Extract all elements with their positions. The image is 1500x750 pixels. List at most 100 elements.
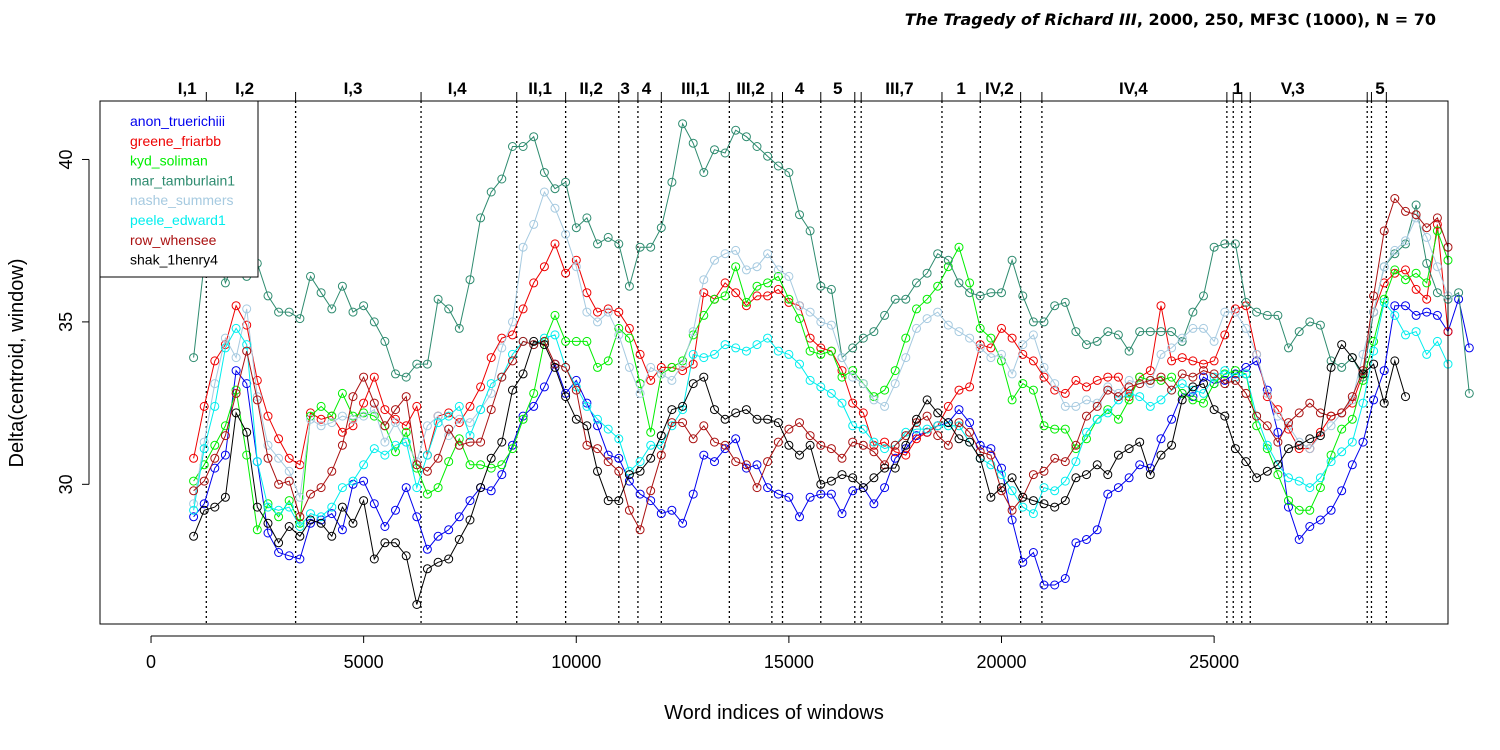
data-point: [795, 418, 804, 428]
data-point: [986, 492, 996, 502]
data-point: [401, 483, 411, 493]
data-point: [1390, 194, 1400, 203]
data-point: [1337, 486, 1347, 496]
data-point: [752, 281, 762, 291]
data-point: [189, 531, 199, 541]
data-point: [550, 184, 560, 194]
x-axis-label: Word indices of windows: [664, 702, 884, 724]
data-point: [710, 437, 719, 447]
data-point: [688, 349, 698, 359]
data-point: [401, 427, 411, 437]
data-point: [1326, 421, 1336, 431]
data-point: [1369, 359, 1379, 369]
data-point: [476, 437, 486, 447]
data-point: [1188, 385, 1198, 395]
data-point: [1103, 327, 1113, 337]
data-point: [763, 414, 773, 424]
data-point: [922, 395, 932, 405]
data-point: [1156, 434, 1166, 444]
data-point: [1347, 353, 1357, 363]
data-point: [476, 405, 486, 415]
data-point: [1273, 411, 1283, 421]
data-point: [1167, 343, 1177, 353]
data-point: [369, 317, 379, 327]
series-peele_edward1: [189, 297, 1453, 531]
data-point: [1039, 317, 1049, 327]
data-point: [614, 330, 624, 340]
data-point: [720, 249, 730, 259]
data-point: [752, 340, 762, 350]
data-point: [975, 343, 985, 353]
data-point: [773, 284, 783, 294]
data-point: [1018, 557, 1028, 567]
data-point: [603, 496, 613, 506]
data-point: [391, 418, 400, 428]
data-point: [1145, 375, 1155, 385]
data-point: [1039, 466, 1049, 476]
data-point: [1230, 375, 1240, 385]
data-point: [1135, 327, 1145, 337]
data-point: [1284, 343, 1293, 353]
data-point: [284, 551, 294, 561]
legend-entry: mar_tamburlain1: [130, 172, 235, 188]
data-point: [1252, 307, 1262, 317]
data-point: [773, 346, 783, 356]
data-point: [943, 401, 953, 411]
data-point: [858, 408, 868, 418]
data-point: [380, 336, 390, 346]
data-point: [741, 463, 751, 473]
data-point: [1145, 401, 1155, 411]
data-point: [1401, 206, 1410, 216]
data-point: [965, 418, 975, 428]
data-point: [422, 544, 432, 554]
data-point: [1028, 385, 1038, 395]
data-point: [1401, 392, 1410, 402]
data-point: [848, 486, 858, 496]
data-point: [1422, 278, 1432, 288]
data-point: [1177, 369, 1187, 379]
data-point: [901, 353, 911, 363]
data-point: [816, 317, 826, 327]
legend-box: [99, 100, 259, 278]
data-point: [933, 249, 943, 259]
data-point: [763, 291, 773, 301]
data-point: [529, 340, 539, 350]
data-point: [412, 457, 422, 467]
data-point: [1103, 405, 1113, 415]
data-point: [997, 349, 1006, 359]
data-point: [826, 444, 836, 454]
data-point: [274, 479, 284, 489]
data-point: [965, 382, 975, 392]
data-point: [954, 405, 964, 415]
data-point: [1071, 401, 1081, 411]
data-point: [1018, 502, 1028, 512]
data-point: [699, 450, 709, 460]
data-point: [869, 447, 879, 457]
data-point: [1252, 356, 1262, 366]
data-point: [1188, 392, 1198, 402]
data-point: [189, 453, 199, 463]
data-point: [571, 223, 581, 233]
data-point: [752, 142, 762, 151]
data-point: [1007, 395, 1017, 405]
data-point: [848, 372, 858, 382]
scene-label: I,2: [235, 79, 254, 98]
data-point: [582, 213, 592, 223]
data-point: [1241, 362, 1251, 372]
data-point: [943, 421, 953, 431]
series-line: [193, 122, 1470, 394]
data-point: [1347, 392, 1357, 402]
data-point: [284, 466, 294, 476]
data-point: [646, 242, 656, 252]
data-point: [476, 460, 486, 470]
data-point: [890, 294, 900, 304]
data-point: [890, 366, 900, 376]
data-point: [433, 411, 443, 421]
data-point: [688, 379, 698, 389]
scene-label: I,3: [344, 79, 363, 98]
data-point: [295, 518, 305, 528]
data-point: [295, 314, 305, 324]
data-point: [922, 411, 932, 421]
data-point: [539, 382, 549, 392]
data-point: [1156, 375, 1166, 385]
